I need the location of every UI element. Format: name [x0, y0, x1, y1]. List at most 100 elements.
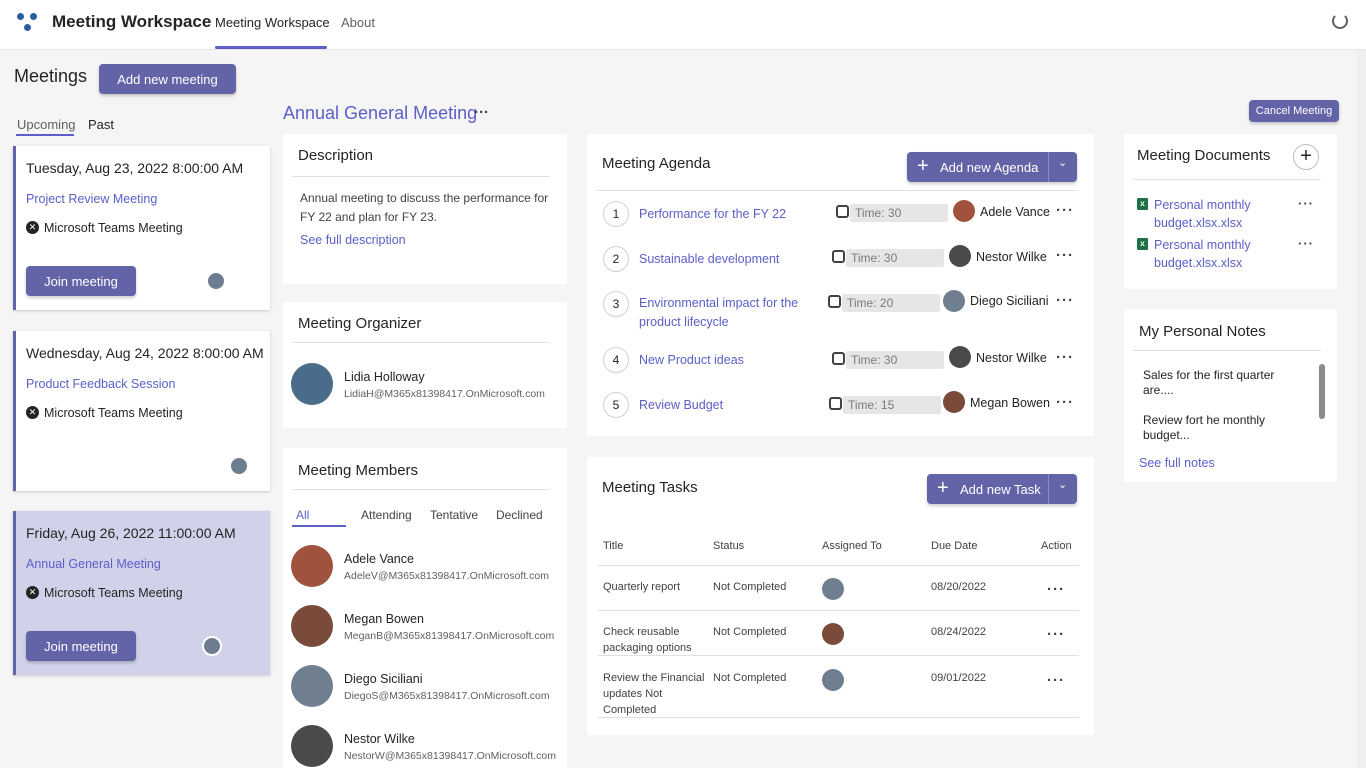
see-full-notes-link[interactable]: See full notes	[1139, 456, 1215, 470]
filter-past[interactable]: Past	[88, 117, 115, 132]
refresh-icon[interactable]	[1332, 13, 1348, 29]
agenda-title[interactable]: Performance for the FY 22	[639, 207, 787, 221]
join-meeting-button[interactable]: Join meeting	[26, 266, 136, 296]
add-new-agenda-button[interactable]: Add new Agenda	[907, 152, 1077, 182]
tab-about[interactable]: About	[341, 15, 375, 30]
member-name: Megan Bowen	[344, 612, 424, 626]
divider	[292, 489, 550, 490]
agenda-number: 5	[603, 392, 629, 418]
divider	[598, 717, 1079, 718]
agenda-number: 3	[603, 291, 629, 317]
member-email: DiegoS@M365x81398417.OnMicrosoft.com	[344, 690, 550, 702]
calendar-clock-icon	[832, 250, 845, 263]
calendar-clock-icon	[828, 295, 841, 308]
agenda-title[interactable]: Environmental impact for the	[639, 296, 799, 310]
divider	[1133, 350, 1321, 351]
agenda-more-icon[interactable]: ···	[1056, 292, 1074, 309]
tab-meeting-workspace[interactable]: Meeting Workspace	[215, 15, 330, 30]
task-status: Not Completed	[713, 581, 787, 593]
agenda-time: Time: 30	[850, 204, 948, 222]
member-name: Adele Vance	[344, 552, 414, 566]
task-more-icon[interactable]: ···	[1047, 581, 1065, 598]
task-assignee-avatar	[822, 578, 844, 600]
selected-meeting-title: Annual General Meeting	[283, 103, 478, 123]
chevron-down-icon[interactable]: ⌄	[1058, 157, 1068, 169]
agenda-more-icon[interactable]: ···	[1056, 247, 1074, 264]
add-new-meeting-button[interactable]: Add new meeting	[99, 64, 236, 94]
agenda-time: Time: 15	[843, 396, 941, 414]
agenda-person-avatar	[953, 200, 975, 222]
document-more-icon[interactable]: ···	[1298, 236, 1314, 251]
task-more-icon[interactable]: ···	[1047, 626, 1065, 643]
agenda-more-icon[interactable]: ···	[1056, 202, 1074, 219]
task-due: 08/20/2022	[931, 581, 987, 593]
agenda-number: 1	[603, 201, 629, 227]
add-new-task-button[interactable]: Add new Task	[927, 474, 1077, 504]
divider	[598, 655, 1079, 656]
meeting-card-1[interactable]: Tuesday, Aug 23, 2022 8:00:00 AM Project…	[13, 146, 270, 310]
description-card: Description Annual meeting to discuss th…	[283, 134, 567, 284]
see-full-description-link[interactable]: See full description	[300, 233, 406, 247]
member-filter-all[interactable]: All	[296, 508, 310, 522]
document-name[interactable]: Personal monthly	[1154, 238, 1251, 252]
join-meeting-button[interactable]: Join meeting	[26, 631, 136, 661]
member-email: MeganB@M365x81398417.OnMicrosoft.com	[344, 630, 555, 642]
agenda-title[interactable]: Review Budget	[639, 398, 724, 412]
note-item[interactable]: Sales for the first quarter are....	[1143, 368, 1274, 398]
description-heading: Description	[298, 147, 374, 164]
members-card: Meeting Members All Attending Tentative …	[283, 448, 567, 768]
task-more-icon[interactable]: ···	[1047, 672, 1065, 689]
document-link[interactable]: Personal monthly budget.xlsx.xlsx	[1154, 236, 1251, 272]
meeting-title[interactable]: Project Review Meeting	[26, 192, 158, 206]
filter-underline	[292, 525, 346, 527]
calendar-clock-icon	[832, 352, 845, 365]
member-filter-declined[interactable]: Declined	[496, 508, 543, 522]
meeting-title[interactable]: Product Feedback Session	[26, 377, 176, 391]
document-name-line2[interactable]: budget.xlsx.xlsx	[1154, 256, 1243, 270]
document-name-line2[interactable]: budget.xlsx.xlsx	[1154, 216, 1243, 230]
agenda-title-line2[interactable]: product lifecycle	[639, 315, 729, 329]
member-avatar	[291, 605, 333, 647]
document-more-icon[interactable]: ···	[1298, 196, 1314, 211]
filter-upcoming[interactable]: Upcoming	[17, 117, 76, 132]
agenda-more-icon[interactable]: ···	[1056, 349, 1074, 366]
teams-meeting-icon: ✕	[26, 586, 39, 599]
document-link[interactable]: Personal monthly budget.xlsx.xlsx	[1154, 196, 1251, 232]
agenda-person-avatar	[943, 290, 965, 312]
task-status: Not Completed	[713, 626, 787, 638]
meeting-more-icon[interactable]: ···	[474, 104, 489, 121]
member-name: Nestor Wilke	[344, 732, 415, 746]
excel-file-icon: x	[1137, 238, 1148, 250]
member-filter-attending[interactable]: Attending	[361, 508, 412, 522]
note-line: Sales for the first quarter	[1143, 368, 1275, 382]
notes-heading: My Personal Notes	[1139, 323, 1266, 340]
page-scrollbar[interactable]	[1357, 50, 1366, 768]
agenda-title[interactable]: Sustainable development	[639, 252, 780, 266]
agenda-more-icon[interactable]: ···	[1056, 394, 1074, 411]
top-bar	[0, 0, 1366, 50]
chevron-down-icon[interactable]: ⌄	[1058, 479, 1068, 491]
agenda-card: Meeting Agenda Add new Agenda + ⌄ 1 Perf…	[587, 134, 1094, 436]
member-name: Diego Siciliani	[344, 672, 423, 686]
meeting-card-2[interactable]: Wednesday, Aug 24, 2022 8:00:00 AM Produ…	[13, 331, 270, 491]
agenda-person: Nestor Wilke	[976, 351, 1047, 365]
member-email: AdeleV@M365x81398417.OnMicrosoft.com	[344, 570, 550, 582]
member-email: NestorW@M365x81398417.OnMicrosoft.com	[344, 750, 556, 762]
split-divider	[1048, 152, 1049, 182]
add-document-icon[interactable]: +	[1293, 144, 1319, 170]
cancel-meeting-button[interactable]: Cancel Meeting	[1249, 100, 1339, 122]
agenda-number: 4	[603, 347, 629, 373]
agenda-title[interactable]: New Product ideas	[639, 353, 744, 367]
document-name[interactable]: Personal monthly	[1154, 198, 1251, 212]
meeting-card-3[interactable]: Friday, Aug 26, 2022 11:00:00 AM Annual …	[13, 511, 270, 675]
meeting-date: Friday, Aug 26, 2022 11:00:00 AM	[26, 525, 236, 541]
notes-scrollbar[interactable]	[1319, 364, 1325, 419]
member-filter-tentative[interactable]: Tentative	[430, 508, 479, 522]
agenda-person: Nestor Wilke	[976, 250, 1047, 264]
divider	[1133, 179, 1321, 180]
excel-file-icon: x	[1137, 198, 1148, 210]
meeting-date: Tuesday, Aug 23, 2022 8:00:00 AM	[26, 160, 244, 176]
agenda-person: Diego Siciliani	[970, 294, 1049, 308]
note-item[interactable]: Review fort he monthly budget...	[1143, 413, 1265, 443]
meeting-title[interactable]: Annual General Meeting	[26, 557, 161, 571]
